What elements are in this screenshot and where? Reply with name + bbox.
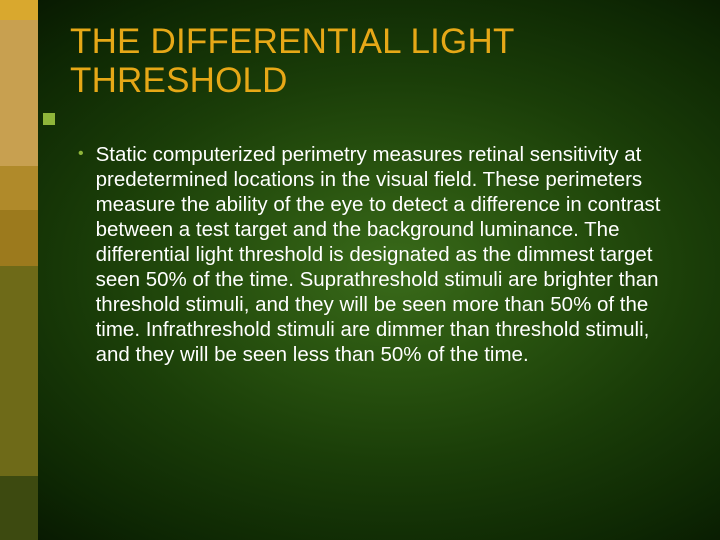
bullet-item: • Static computerized perimetry measures…: [78, 142, 678, 367]
decor-segment: [0, 0, 38, 20]
decor-segment: [0, 210, 38, 266]
slide-content: • Static computerized perimetry measures…: [78, 142, 678, 367]
bullet-icon: •: [78, 144, 84, 165]
body-text: Static computerized perimetry measures r…: [96, 142, 678, 367]
decor-segment: [0, 476, 38, 540]
decor-segment: [0, 166, 38, 210]
slide: THE DIFFERENTIAL LIGHT THRESHOLD • Stati…: [0, 0, 720, 540]
decor-segment: [0, 266, 38, 476]
accent-square-icon: [43, 113, 55, 125]
decor-segment: [0, 20, 38, 166]
slide-title: THE DIFFERENTIAL LIGHT THRESHOLD: [70, 22, 680, 100]
left-decor-bar: [0, 0, 38, 540]
